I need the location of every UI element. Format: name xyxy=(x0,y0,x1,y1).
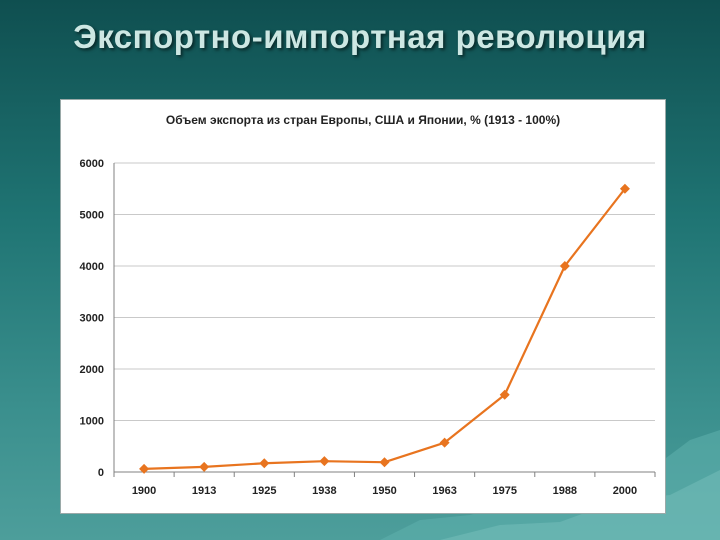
series-line xyxy=(144,188,626,471)
x-tick-label: 1963 xyxy=(432,485,456,497)
x-tick-label: 1988 xyxy=(553,485,577,497)
x-tick-label: 1900 xyxy=(132,485,156,497)
data-point xyxy=(379,457,390,468)
line-chart: Объем экспорта из стран Европы, США и Яп… xyxy=(80,113,656,497)
chart-title: Объем экспорта из стран Европы, США и Яп… xyxy=(166,113,560,127)
data-point xyxy=(439,437,450,448)
y-tick-label: 2000 xyxy=(80,364,104,376)
slide-title: Экспортно-импортная революция xyxy=(73,18,647,55)
data-point xyxy=(619,183,630,194)
data-point xyxy=(559,261,570,271)
y-tick-label: 3000 xyxy=(80,313,104,325)
y-tick-label: 4000 xyxy=(80,261,104,273)
y-tick-label: 6000 xyxy=(80,158,104,170)
y-tick-label: 0 xyxy=(98,467,104,479)
x-tick-label: 1913 xyxy=(192,485,216,497)
y-tick-label: 5000 xyxy=(80,210,104,222)
chart-panel: Объем экспорта из стран Европы, США и Яп… xyxy=(60,99,666,514)
data-point xyxy=(139,463,150,474)
data-point xyxy=(199,461,210,472)
x-tick-label: 2000 xyxy=(613,485,637,497)
data-point xyxy=(319,456,330,467)
x-tick-label: 1975 xyxy=(492,485,516,497)
x-tick-label: 1925 xyxy=(252,485,276,497)
x-tick-label: 1950 xyxy=(372,485,396,497)
x-tick-label: 1938 xyxy=(312,485,336,497)
y-tick-label: 1000 xyxy=(80,416,104,428)
data-point xyxy=(259,458,270,469)
data-point xyxy=(499,389,510,400)
